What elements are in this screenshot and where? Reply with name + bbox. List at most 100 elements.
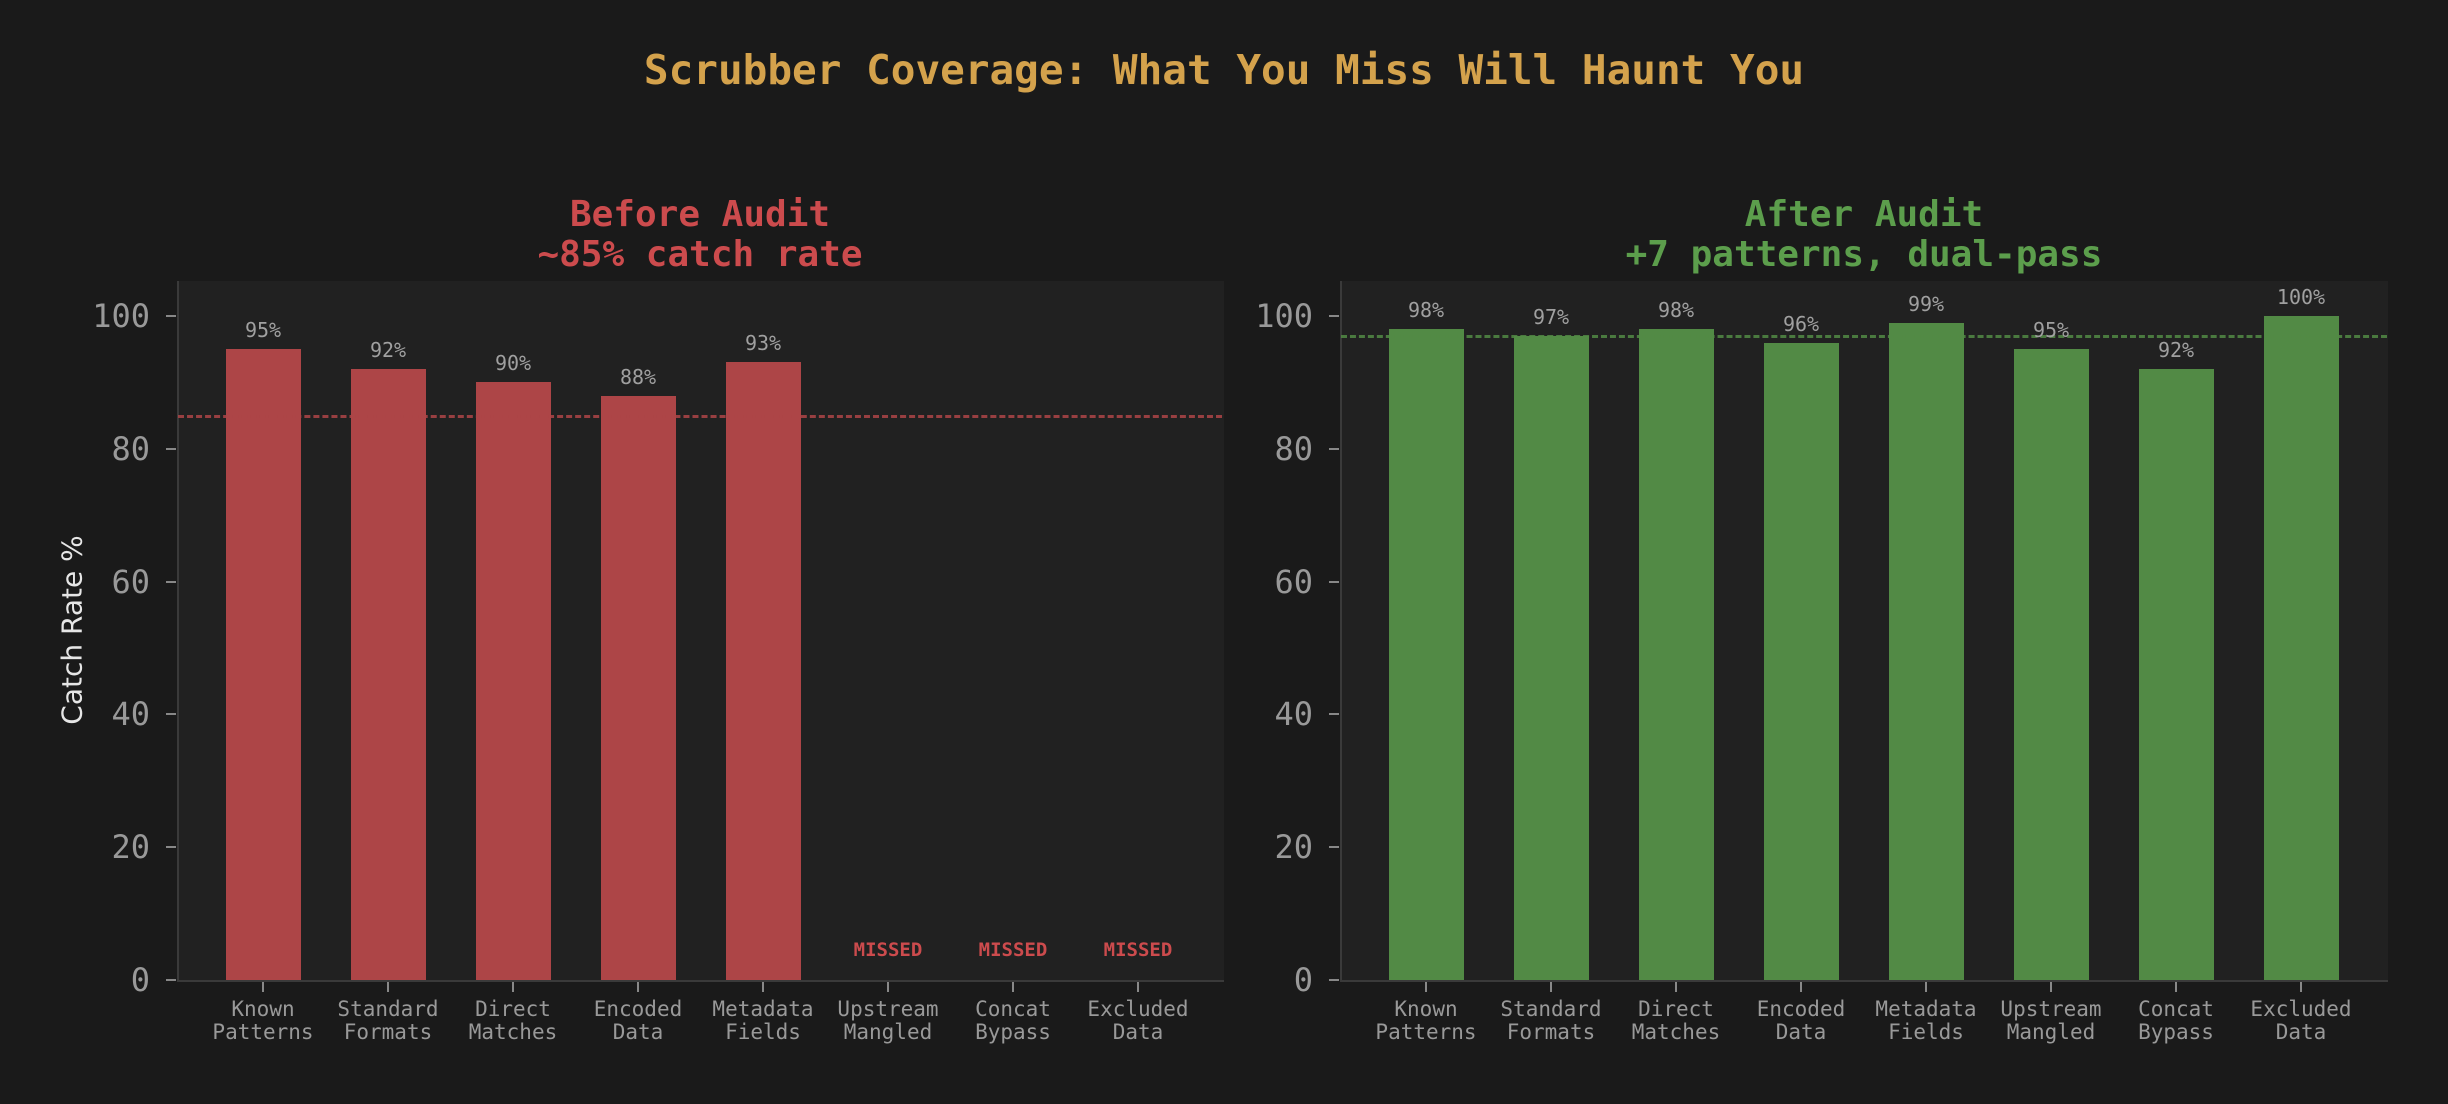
x-tick-mark	[1675, 982, 1677, 992]
x-tick-mark	[1800, 982, 1802, 992]
bar-value-label: 95%	[2032, 318, 2070, 343]
plot-area-after	[1340, 281, 2388, 982]
y-tick-label: 100	[92, 297, 150, 335]
bar	[225, 349, 301, 980]
x-tick-mark	[1012, 982, 1014, 992]
x-tick-label-line2: Data	[612, 1020, 664, 1044]
x-tick-label-line1: Concat	[2138, 997, 2214, 1021]
y-tick-mark	[1329, 979, 1339, 981]
x-tick-label-line2: Matches	[468, 1020, 558, 1044]
x-tick-label: Upstream Mangled	[823, 998, 953, 1044]
y-tick-label: 80	[111, 429, 150, 468]
x-tick-mark	[387, 982, 389, 992]
y-tick-label: 20	[111, 828, 150, 867]
x-tick-label-line1: Standard	[337, 997, 439, 1021]
x-tick-label-line2: Matches	[1631, 1020, 1721, 1044]
y-tick-mark	[166, 846, 176, 849]
missed-label: MISSED	[853, 939, 923, 961]
x-tick-label: Encoded Data	[1736, 998, 1866, 1044]
x-tick-label-line1: Concat	[975, 997, 1051, 1021]
panel-title-line1: After Audit	[1744, 194, 1984, 235]
reference-line	[1341, 334, 2387, 338]
x-tick-mark	[637, 982, 639, 992]
y-tick-mark	[1329, 580, 1339, 583]
panel-title-after: After Audit +7 patterns, dual-pass	[1341, 195, 2387, 275]
x-tick-label-line2: Patterns	[212, 1020, 314, 1044]
x-tick-label-line1: Standard	[1500, 997, 1602, 1021]
y-tick-mark	[166, 979, 176, 981]
bar-value-label: 92%	[2157, 338, 2195, 363]
plot-area-before	[177, 281, 1224, 982]
bar	[600, 395, 676, 980]
x-tick-label: Known Patterns	[1361, 998, 1491, 1044]
x-tick-mark	[762, 982, 764, 992]
y-tick-label: 40	[1274, 695, 1313, 734]
bar-value-label: 99%	[1907, 291, 1945, 316]
x-tick-label-line1: Direct	[475, 997, 551, 1021]
y-tick-mark	[1329, 846, 1339, 849]
x-tick-label-line1: Encoded	[1756, 997, 1846, 1021]
bar-value-label: 96%	[1782, 311, 1820, 336]
y-tick-mark	[166, 315, 176, 317]
x-tick-label: Excluded Data	[2236, 998, 2366, 1044]
x-tick-label-line2: Mangled	[2006, 1020, 2096, 1044]
x-tick-label-line1: Excluded	[2250, 997, 2352, 1021]
x-tick-mark	[512, 982, 514, 992]
bar	[1888, 322, 1964, 980]
x-tick-label: Known Patterns	[198, 998, 328, 1044]
x-tick-mark	[2175, 982, 2177, 992]
reference-line	[178, 414, 1222, 418]
bar-value-label: 93%	[744, 331, 782, 356]
y-tick-mark	[1329, 447, 1339, 450]
x-tick-label: Excluded Data	[1073, 998, 1203, 1044]
x-tick-label-line2: Fields	[725, 1020, 801, 1044]
x-tick-label-line1: Encoded	[593, 997, 683, 1021]
y-tick-label: 20	[1274, 828, 1313, 867]
x-tick-label: Standard Formats	[323, 998, 453, 1044]
bar-value-label: 92%	[369, 338, 407, 363]
bar	[1513, 335, 1589, 980]
x-tick-label-line1: Upstream	[2000, 997, 2102, 1021]
bar	[2263, 316, 2339, 980]
x-tick-label-line2: Data	[1112, 1020, 1164, 1044]
x-tick-label-line2: Bypass	[975, 1020, 1051, 1044]
x-tick-label-line1: Upstream	[837, 997, 939, 1021]
x-tick-label-line1: Excluded	[1087, 997, 1189, 1021]
y-tick-mark	[166, 447, 176, 450]
y-tick-label: 0	[130, 961, 150, 999]
x-tick-mark	[887, 982, 889, 992]
missed-label: MISSED	[978, 939, 1048, 961]
y-tick-mark	[166, 713, 176, 716]
y-tick-label: 60	[111, 562, 150, 601]
y-tick-label: 40	[111, 695, 150, 734]
panel-title-line2: +7 patterns, dual-pass	[1625, 234, 2103, 275]
panel-title-line2: ~85% catch rate	[537, 234, 863, 275]
bar	[1638, 329, 1714, 980]
panel-title-line1: Before Audit	[569, 194, 831, 235]
x-tick-label: Direct Matches	[448, 998, 578, 1044]
x-tick-label-line1: Direct	[1638, 997, 1714, 1021]
y-tick-label: 0	[1293, 961, 1313, 999]
x-tick-label-line1: Known	[231, 997, 295, 1021]
y-tick-label: 60	[1274, 562, 1313, 601]
bar	[2138, 369, 2214, 980]
bar-value-label: 98%	[1657, 298, 1695, 323]
bar-value-label: 95%	[244, 318, 282, 343]
bar-value-label: 100%	[2276, 285, 2326, 309]
x-tick-label-line1: Metadata	[1875, 997, 1977, 1021]
x-tick-label: Metadata Fields	[1861, 998, 1991, 1044]
x-tick-mark	[1550, 982, 1552, 992]
y-tick-mark	[1329, 713, 1339, 716]
y-axis-label: Catch Rate %	[55, 535, 89, 725]
bar-value-label: 98%	[1407, 298, 1445, 323]
x-tick-label-line2: Mangled	[843, 1020, 933, 1044]
y-tick-label: 100	[1255, 297, 1313, 335]
x-tick-label: Standard Formats	[1486, 998, 1616, 1044]
bar-value-label: 88%	[619, 364, 657, 389]
bar	[2013, 349, 2089, 980]
missed-label: MISSED	[1103, 939, 1173, 961]
y-tick-mark	[1329, 315, 1339, 317]
y-tick-label: 80	[1274, 429, 1313, 468]
x-tick-label-line2: Fields	[1888, 1020, 1964, 1044]
bar	[725, 362, 801, 980]
